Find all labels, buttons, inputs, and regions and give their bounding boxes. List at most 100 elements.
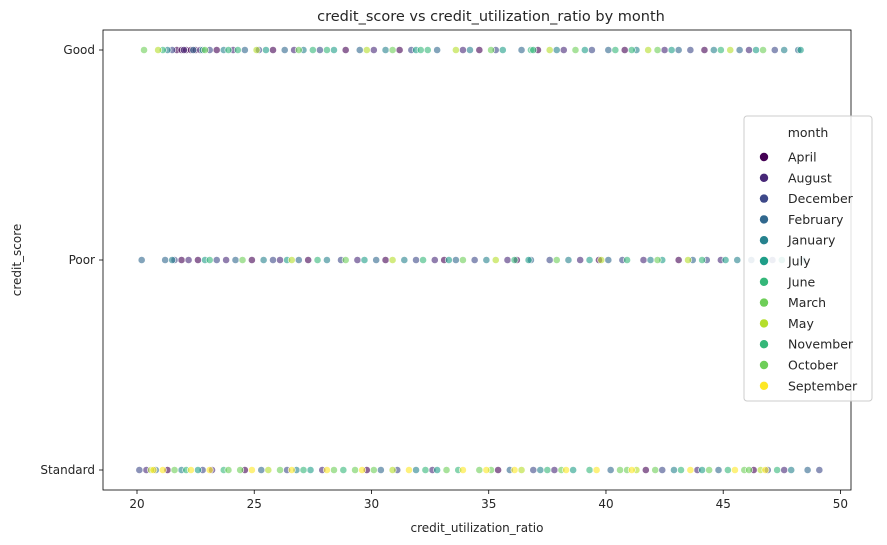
data-point [323, 46, 331, 54]
data-point [240, 46, 249, 54]
data-point [796, 46, 805, 54]
data-point [358, 466, 367, 474]
data-point [470, 256, 479, 264]
data-point [752, 46, 760, 54]
legend-marker [759, 236, 769, 245]
legend-marker [759, 152, 769, 162]
data-point [482, 256, 491, 264]
data-point [587, 46, 596, 54]
data-point [179, 46, 188, 54]
data-point [731, 466, 739, 474]
data-point [280, 46, 289, 54]
data-point [388, 466, 397, 474]
data-point [252, 46, 261, 54]
legend-marker [759, 360, 769, 370]
legend-box [743, 115, 873, 402]
chart-title: credit_score vs credit_utilization_ratio… [317, 9, 665, 25]
data-point [224, 466, 233, 474]
data-point [161, 256, 170, 264]
legend-label: August [788, 170, 832, 185]
data-point [580, 46, 589, 54]
data-point [562, 466, 571, 474]
data-point [585, 256, 594, 264]
data-point [745, 466, 753, 474]
data-point [761, 466, 770, 474]
data-point [644, 46, 653, 54]
legend-marker [759, 319, 769, 328]
data-point [658, 466, 667, 474]
data-point [627, 46, 636, 54]
data-point [184, 256, 193, 264]
data-point [388, 46, 397, 54]
data-point [686, 466, 695, 474]
data-point [459, 46, 467, 54]
data-point [803, 466, 812, 474]
data-point [714, 466, 723, 474]
data-point [149, 466, 158, 474]
legend-items: April August December February January July Ju… [759, 150, 858, 393]
legend-label: March [788, 295, 826, 310]
data-point [770, 46, 779, 54]
legend-marker [759, 277, 769, 286]
legend-label: November [788, 337, 854, 352]
data-point [362, 46, 371, 54]
data-point [491, 256, 500, 264]
data-point [212, 256, 221, 264]
data-point [503, 256, 512, 264]
data-point [287, 466, 296, 474]
data-point [306, 466, 315, 474]
legend-marker [759, 194, 769, 203]
data-point [529, 466, 538, 474]
data-point [674, 46, 683, 54]
data-point [276, 466, 284, 474]
data-point [552, 46, 561, 54]
data-point [653, 256, 662, 264]
data-point [372, 256, 381, 264]
legend-label: February [788, 212, 844, 227]
data-point [168, 256, 177, 264]
legend-label: June [787, 274, 816, 289]
data-point [709, 46, 718, 54]
data-point [475, 46, 484, 54]
data-point [360, 256, 369, 264]
data-point [571, 46, 580, 54]
data-point [158, 466, 167, 474]
data-point [641, 466, 650, 474]
legend-label: January [787, 233, 836, 248]
data-point [498, 46, 507, 54]
x-axis: 20 25 30 35 40 45 50 [129, 490, 848, 511]
data-point [264, 466, 273, 474]
data-point [247, 256, 256, 264]
x-tick-label: 45 [716, 497, 731, 511]
data-point [606, 466, 615, 474]
data-point [459, 256, 467, 264]
data-point [247, 466, 256, 474]
data-point [269, 46, 277, 54]
data-point [569, 466, 578, 474]
data-point [381, 256, 390, 264]
data-point [723, 466, 732, 474]
data-point [620, 46, 629, 54]
data-point [231, 256, 240, 264]
data-point [639, 256, 648, 264]
data-point [550, 466, 559, 474]
data-point [294, 256, 303, 264]
data-point [646, 256, 655, 264]
data-point [430, 256, 439, 264]
data-point [351, 466, 359, 474]
data-point [517, 466, 526, 474]
plot-area [102, 29, 852, 491]
data-point [616, 466, 624, 474]
data-point [330, 46, 338, 54]
y-tick-label: Good [63, 43, 95, 57]
data-point [259, 256, 268, 264]
data-point [323, 256, 331, 264]
data-point [510, 466, 519, 474]
data-point [451, 256, 460, 264]
data-point [815, 466, 824, 474]
data-point [651, 466, 660, 474]
data-point [341, 256, 350, 264]
data-point [487, 46, 495, 54]
data-point [423, 46, 432, 54]
data-point [187, 466, 195, 474]
